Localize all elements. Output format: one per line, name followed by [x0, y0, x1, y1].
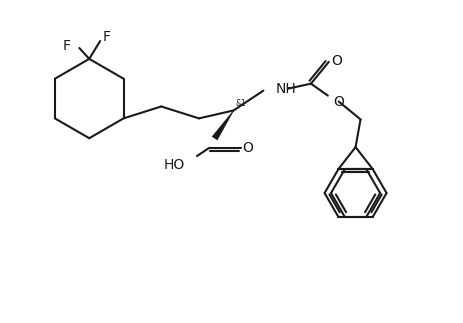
Text: F: F	[62, 39, 70, 53]
Text: O: O	[332, 95, 343, 109]
Text: HO: HO	[163, 158, 185, 172]
Text: NH: NH	[275, 82, 295, 96]
Text: O: O	[242, 141, 253, 155]
Text: F: F	[102, 30, 110, 44]
Text: &1: &1	[235, 99, 246, 109]
Text: O: O	[330, 54, 341, 68]
Polygon shape	[212, 110, 233, 140]
